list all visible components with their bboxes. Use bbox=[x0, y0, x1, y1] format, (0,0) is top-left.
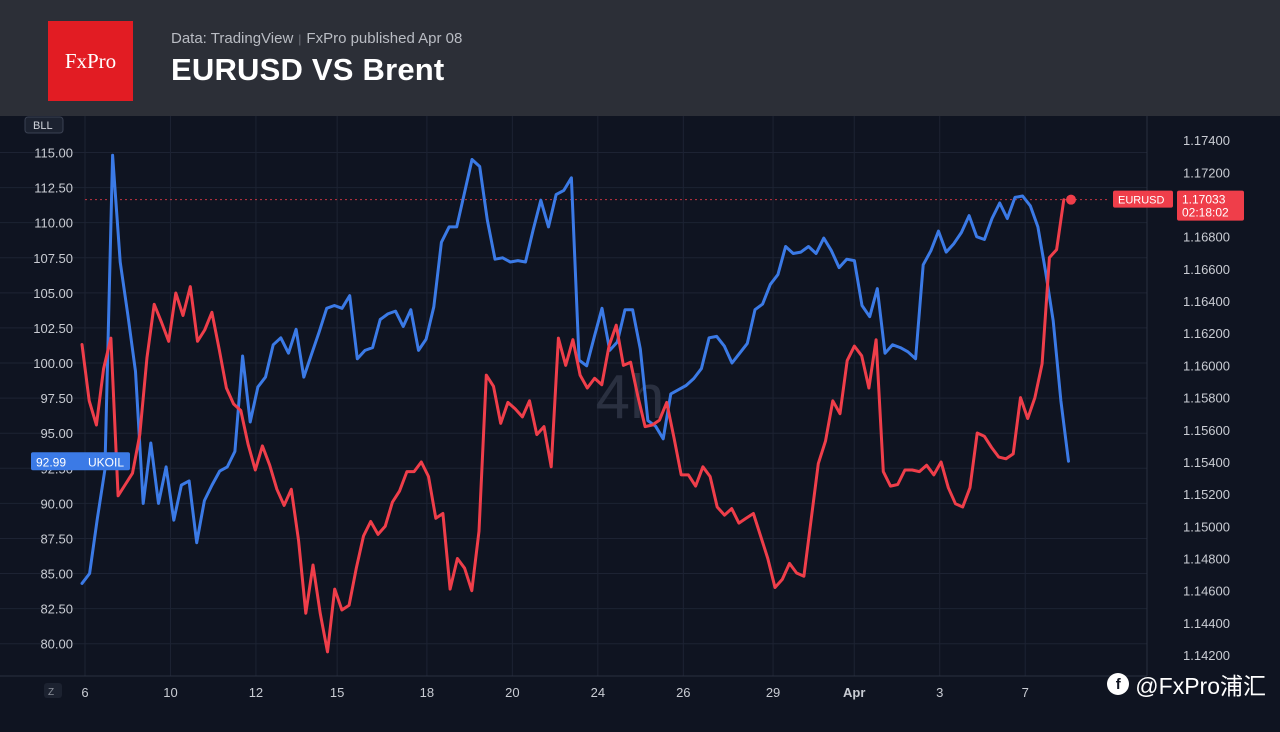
ukoil-series-name: UKOIL bbox=[88, 455, 124, 469]
right-tick-label: 1.15600 bbox=[1183, 423, 1230, 438]
header: FxPro Data: TradingView | FxPro published … bbox=[0, 0, 1280, 116]
series bbox=[80, 153, 1076, 654]
right-tick-label: 1.15200 bbox=[1183, 487, 1230, 502]
chart: 4h 80.0082.5085.0087.5090.0092.5095.0097… bbox=[0, 116, 1280, 732]
x-tick-label: 7 bbox=[1022, 685, 1029, 700]
left-axis-badge[interactable]: BLL bbox=[24, 116, 64, 134]
ukoil-line bbox=[80, 153, 1070, 585]
published-note: FxPro published Apr 08 bbox=[306, 30, 463, 47]
right-tick-label: 1.14600 bbox=[1183, 584, 1230, 599]
eurusd-last-point bbox=[1066, 194, 1076, 205]
right-tick-label: 1.15400 bbox=[1183, 455, 1230, 470]
x-tick-label: 15 bbox=[330, 685, 344, 700]
watermark-text: @FxPro浦汇 bbox=[1135, 673, 1266, 699]
left-tick-label: 102.50 bbox=[33, 321, 73, 336]
left-axis-badge-label: BLL bbox=[33, 120, 53, 132]
left-tick-label: 87.50 bbox=[40, 531, 73, 546]
left-tick-label: 115.00 bbox=[34, 145, 73, 160]
left-tick-label: 95.00 bbox=[40, 426, 73, 441]
right-tick-label: 1.14400 bbox=[1183, 616, 1230, 631]
left-tick-label: 85.00 bbox=[40, 567, 73, 582]
left-tick-label: 107.50 bbox=[33, 251, 73, 266]
source-line: Data: TradingView | FxPro published Apr 08 bbox=[171, 30, 462, 47]
x-tick-label: Apr bbox=[843, 685, 865, 700]
left-tick-label: 80.00 bbox=[40, 637, 73, 652]
right-tick-label: 1.14200 bbox=[1183, 648, 1230, 663]
eurusd-last-value-tag: EURUSD 1.17033 02:18:02 bbox=[1113, 190, 1244, 221]
big-faint-label: 4h bbox=[596, 363, 665, 432]
right-tick-label: 1.17200 bbox=[1183, 165, 1230, 180]
x-tick-label: 12 bbox=[249, 685, 263, 700]
grid bbox=[0, 116, 1147, 676]
bottom-left-badge[interactable]: Z bbox=[44, 683, 62, 698]
left-tick-label: 82.50 bbox=[40, 602, 73, 617]
eurusd-line bbox=[80, 198, 1066, 654]
x-tick-label: 18 bbox=[420, 685, 434, 700]
left-tick-label: 97.50 bbox=[40, 391, 73, 406]
right-tick-label: 1.16000 bbox=[1183, 358, 1230, 373]
x-tick-label: 24 bbox=[591, 685, 605, 700]
ukoil-last-value: 92.99 bbox=[36, 455, 66, 469]
bottom-left-badge-label: Z bbox=[48, 687, 54, 698]
right-axis-ticks: 1.14200 1.14400 1.14600 1.14800 1.15000 1.152… bbox=[1183, 133, 1230, 663]
left-tick-label: 90.00 bbox=[40, 496, 73, 511]
right-tick-label: 1.15800 bbox=[1183, 391, 1230, 406]
x-tick-label: 20 bbox=[505, 685, 519, 700]
chart-title: EURUSD VS Brent bbox=[171, 52, 445, 87]
eurusd-countdown: 02:18:02 bbox=[1182, 206, 1229, 220]
right-tick-label: 1.16400 bbox=[1183, 294, 1230, 309]
right-tick-label: 1.16600 bbox=[1183, 262, 1230, 277]
fxpro-logo: FxPro bbox=[48, 21, 133, 101]
left-tick-label: 100.00 bbox=[33, 356, 73, 371]
right-tick-label: 1.15000 bbox=[1183, 519, 1230, 534]
x-tick-label: 29 bbox=[766, 685, 780, 700]
left-tick-label: 105.00 bbox=[33, 286, 73, 301]
right-tick-label: 1.14800 bbox=[1183, 552, 1230, 567]
right-tick-label: 1.16200 bbox=[1183, 326, 1230, 341]
x-tick-label: 6 bbox=[81, 685, 88, 700]
left-tick-label: 110.00 bbox=[34, 216, 73, 231]
left-tick-label: 112.50 bbox=[34, 181, 73, 196]
eurusd-last-value: 1.17033 bbox=[1182, 193, 1226, 207]
right-tick-label: 1.16800 bbox=[1183, 230, 1230, 245]
separator-icon: | bbox=[298, 32, 302, 46]
right-tick-label: 1.17400 bbox=[1183, 133, 1230, 148]
weibo-icon: f bbox=[1107, 673, 1130, 695]
x-axis-ticks: 6 10 12 15 18 20 24 26 29 Apr 3 7 bbox=[81, 685, 1028, 700]
watermark: f @FxPro浦汇 bbox=[1107, 667, 1266, 701]
x-tick-label: 3 bbox=[936, 685, 943, 700]
x-tick-label: 26 bbox=[676, 685, 690, 700]
ukoil-last-value-tag: 92.99 UKOIL bbox=[31, 452, 130, 471]
eurusd-series-name: EURUSD bbox=[1118, 195, 1165, 207]
x-tick-label: 10 bbox=[163, 685, 177, 700]
data-source: Data: TradingView bbox=[171, 30, 294, 47]
